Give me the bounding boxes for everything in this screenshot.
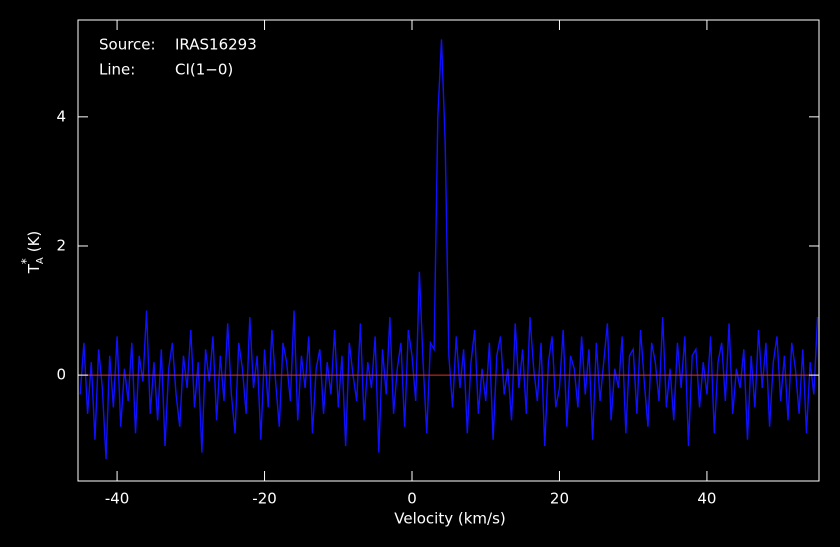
y-label-unit: (K)	[25, 231, 43, 253]
y-tick-label: 0	[56, 366, 66, 384]
y-tick-label: 4	[56, 107, 66, 125]
x-tick-label: -40	[105, 490, 130, 508]
annotation-value: IRAS16293	[175, 36, 257, 54]
spectrum-line	[79, 39, 819, 460]
annotation-value: CI(1−0)	[175, 61, 233, 79]
x-tick-label: -20	[252, 490, 277, 508]
y-label-sub: A	[35, 257, 46, 264]
y-label-sup: *	[19, 258, 33, 264]
y-label-main: T	[25, 263, 43, 274]
x-axis-label: Velocity (km/s)	[394, 510, 505, 528]
annotation-label: Source:	[99, 36, 156, 54]
y-axis-label: TA* (K)	[19, 231, 47, 275]
x-tick-label: 40	[697, 490, 716, 508]
plot-frame	[77, 19, 820, 482]
x-tick-label: 0	[407, 490, 417, 508]
y-tick-label: 2	[56, 236, 66, 254]
annotation-label: Line:	[99, 61, 135, 79]
x-tick-label: 20	[550, 490, 569, 508]
